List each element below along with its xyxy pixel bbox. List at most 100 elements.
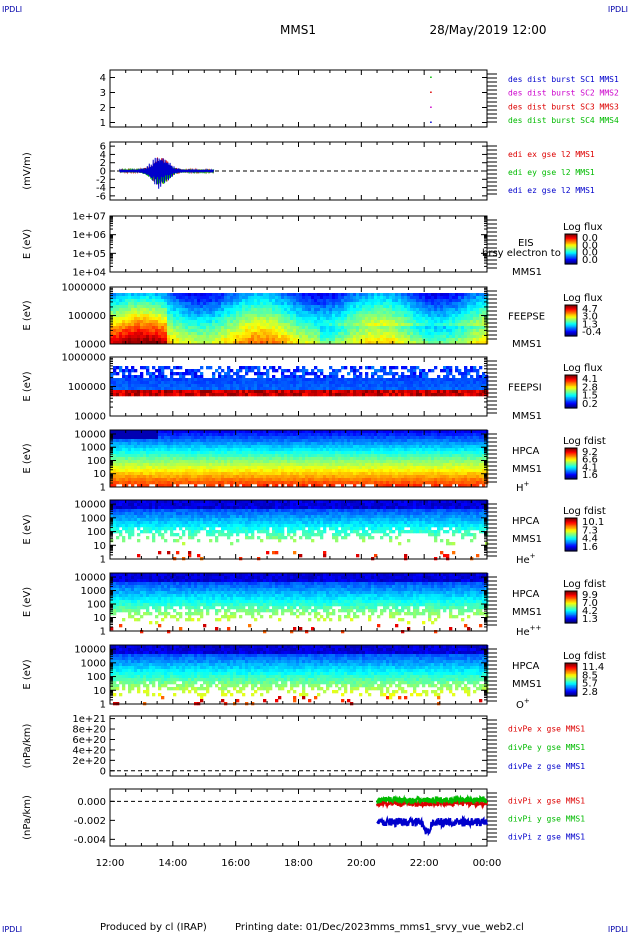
colorbar-tick-label: 1.6: [582, 542, 598, 553]
y-tick-label: 1: [100, 118, 106, 129]
y-tick-label: 10000: [74, 500, 106, 511]
logo-top-right: IPDLI: [608, 5, 628, 14]
panels: 1 2 3 4 des dist burst SC1 MMS1 des dist burs…: [22, 69, 619, 847]
y-axis-label: E (eV): [22, 300, 33, 330]
panel-feepse: E (eV) 1000000 100000 10000 FEEPSE MMS1 Log fl…: [22, 283, 603, 351]
dist-point: [430, 106, 432, 108]
legend-entry: edi ex gse l2 MMS1: [508, 150, 595, 159]
instrument-label: FEEPSI: [508, 383, 542, 394]
colorbar-tick-label: 2.8: [582, 687, 598, 698]
hpca_h-heatmap: [110, 430, 489, 488]
colorbar-tick-label: 7.0: [582, 598, 598, 609]
y-tick-label: 1000: [81, 658, 106, 669]
y-axis-label: E (eV): [22, 443, 33, 473]
y-tick-label: -6: [96, 191, 106, 202]
spacecraft-label: MMS1: [512, 534, 542, 545]
colorbar: [564, 590, 578, 624]
date-title: 28/May/2019 12:00: [429, 23, 546, 37]
y-tick-label: 1000000: [61, 283, 106, 294]
panel-hpca_he: E (eV) 10000 1000 100 10 1 HPCA MMS1 He+ Log fdis…: [22, 499, 606, 566]
y-tick-label: 100: [87, 527, 106, 538]
colorbar-title: Log flux: [563, 363, 603, 374]
eis-frame: [109, 215, 488, 273]
legend-entry: des dist burst SC2 MMS2: [508, 89, 619, 98]
colorbar-title: Log fdist: [563, 651, 606, 662]
y-tick-label: 0.000: [77, 797, 106, 808]
legend-entry: divPe y gse MMS1: [508, 743, 585, 752]
y-tick-label: 1e+04: [72, 268, 106, 279]
logo-bottom-left: IPDLI: [2, 925, 22, 934]
colorbar-tick-label: 4.2: [582, 606, 598, 617]
panel-eis: E (eV) 1e+07 1e+06 1e+05 1e+04 EIS MMS1 Log flu…: [22, 212, 603, 279]
spacecraft-label: MMS1: [512, 411, 542, 422]
species-label: He+: [516, 552, 536, 566]
instrument-label: HPCA: [512, 446, 540, 457]
hpca_he-heatmap: [110, 500, 489, 561]
y-tick-label: 100000: [68, 311, 106, 322]
legend-entry: des dist burst SC1 MMS1: [508, 75, 619, 84]
colorbar: [564, 447, 578, 480]
colorbar-tick-label: 0.0: [582, 248, 598, 259]
y-axis-label: (nPa/km): [22, 724, 33, 769]
colorbar-tick-label: -0.4: [582, 327, 602, 338]
colorbar: [564, 662, 578, 697]
y-tick-label: 1: [100, 483, 106, 494]
colorbar-title: Log fdist: [563, 579, 606, 590]
divpi-series-line: [376, 814, 488, 837]
legend-entry: divPe x gse MMS1: [508, 724, 585, 733]
y-tick-label: 1000: [81, 513, 106, 524]
y-tick-label: 6: [100, 142, 106, 153]
divpe-frame: [109, 715, 488, 777]
y-tick-label: 10000: [74, 645, 106, 656]
species-label: H+: [516, 480, 530, 494]
header: IPDLI IPDLI MMS1 28/May/2019 12:00: [2, 5, 628, 37]
panel-divpi: (nPa/km) 0.000 -0.002 -0.004 divPi x gse MMS…: [22, 788, 585, 847]
feepsi-heatmap: [110, 366, 489, 397]
y-tick-label: 1000: [81, 586, 106, 597]
y-axis-label: E (eV): [22, 659, 33, 689]
y-tick-label: 100: [87, 672, 106, 683]
colorbar: [564, 374, 578, 409]
panel-dist: 1 2 3 4 des dist burst SC1 MMS1 des dist burs…: [100, 69, 619, 129]
dist-point: [430, 76, 432, 78]
y-tick-label: -4: [96, 183, 106, 194]
colorbar-tick-label: 0.2: [582, 399, 598, 410]
legend-entry: edi ez gse l2 MMS1: [508, 186, 595, 195]
y-tick-label: 1000: [81, 443, 106, 454]
y-tick-label: 10000: [74, 573, 106, 584]
y-axis-label: E (eV): [22, 587, 33, 617]
overlay-text: brsy electron to: [482, 248, 561, 259]
x-tick-label: 18:00: [284, 858, 313, 869]
legend-entry: divPi x gse MMS1: [508, 797, 585, 806]
y-axis-label: (nPa/km): [22, 795, 33, 840]
y-tick-label: 0: [100, 167, 106, 178]
y-tick-label: -2: [96, 175, 106, 186]
divpi-frame: [109, 788, 488, 847]
spacecraft-label: MMS1: [512, 607, 542, 618]
x-tick-label: 00:00: [473, 858, 502, 869]
legend-entry: divPe z gse MMS1: [508, 762, 585, 771]
colorbar-tick-label: 4.4: [582, 534, 598, 545]
colorbar-tick-label: 9.2: [582, 447, 598, 458]
colorbar-tick-label: 0.0: [582, 255, 598, 266]
legend-entry: divPi y gse MMS1: [508, 815, 585, 824]
legend-entry: edi ey gse l2 MMS1: [508, 168, 595, 177]
colorbar-tick-label: 8.5: [582, 670, 598, 681]
logo-top-left: IPDLI: [2, 5, 22, 14]
panel-hpca_hepp: E (eV) 10000 1000 100 10 1 HPCA MMS1 He++ Log fdi…: [22, 572, 606, 638]
spacecraft-label: MMS1: [512, 679, 542, 690]
colorbar-title: Log fdist: [563, 506, 606, 517]
dist-frame: [109, 69, 488, 128]
y-tick-label: 1: [100, 627, 106, 638]
colorbar-tick-label: 2.8: [582, 382, 598, 393]
feepse-heatmap: [110, 293, 489, 345]
edi-series-line: [118, 157, 215, 189]
dist-point: [430, 91, 432, 93]
y-tick-label: 4: [100, 150, 106, 161]
colorbar-title: Log flux: [563, 293, 603, 304]
colorbar-tick-label: 1.3: [582, 614, 598, 625]
colorbar-tick-label: 1.3: [582, 319, 598, 330]
species-label: O+: [516, 697, 530, 711]
